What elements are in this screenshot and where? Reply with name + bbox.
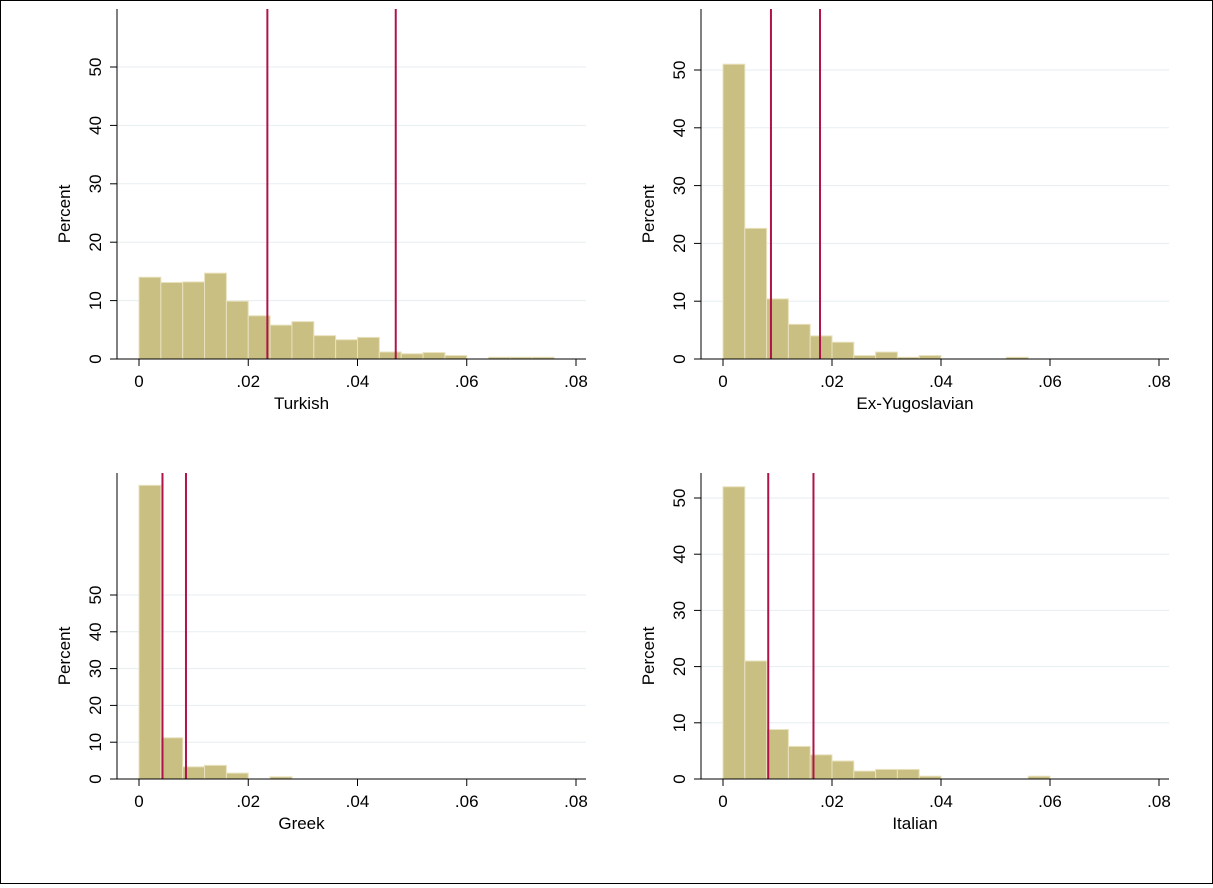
y-tick-label: 50 [670, 489, 689, 508]
histogram-bar [225, 300, 249, 360]
y-tick-label: 0 [670, 354, 689, 363]
histogram-bar [204, 764, 227, 780]
histogram-bar [225, 772, 249, 780]
y-tick-label: 20 [86, 696, 105, 715]
y-tick-label: 10 [670, 713, 689, 732]
x-tick-label: .08 [1147, 372, 1171, 391]
histogram-bar [787, 323, 811, 360]
y-tick-label: 50 [86, 586, 105, 605]
y-tick-label: 40 [670, 545, 689, 564]
x-tick-label: .08 [564, 792, 588, 811]
x-tick-label: .06 [1038, 372, 1062, 391]
histogram-bar [744, 660, 768, 780]
x-tick-label: .02 [820, 372, 844, 391]
x-tick-label: .06 [455, 372, 479, 391]
histogram-bar [896, 768, 920, 780]
y-tick-label: 40 [86, 116, 105, 135]
histogram-bar [853, 770, 877, 780]
x-axis-title: Turkish [274, 394, 329, 413]
y-tick-label: 10 [86, 291, 105, 310]
x-axis-title: Greek [278, 814, 325, 833]
histogram-panel-3: 0 10 20 30 40 50 0 .02 .04 .06 .08 Greek Percent [55, 473, 588, 833]
y-tick-label: 10 [670, 292, 689, 311]
y-tick-label: 20 [670, 234, 689, 253]
y-tick-label: 40 [670, 118, 689, 137]
x-tick-label: .04 [346, 792, 370, 811]
y-tick-label: 20 [670, 657, 689, 676]
y-tick-label: 50 [86, 58, 105, 77]
histogram-bar [853, 355, 877, 360]
histogram-bar [313, 335, 337, 360]
histogram-bar [875, 351, 898, 360]
x-tick-label: .02 [236, 792, 260, 811]
histogram-bar [444, 354, 468, 360]
histogram-panel-2: 0 10 20 30 40 50 0 .02 .04 .06 .08 Ex-Yugoslavian Pe… [639, 9, 1171, 413]
x-tick-label: .06 [455, 792, 479, 811]
x-tick-label: 0 [718, 792, 727, 811]
histogram-bar [182, 281, 206, 360]
y-axis-title: Percent [639, 626, 658, 685]
y-tick-label: 30 [670, 176, 689, 195]
y-tick-label: 30 [86, 659, 105, 678]
histogram-panel-4: 0 10 20 30 40 50 0 .02 .04 .06 .08 Italian Percent [639, 473, 1171, 833]
x-tick-label: .04 [929, 372, 953, 391]
x-tick-label: 0 [134, 792, 143, 811]
histogram-bar [766, 729, 789, 780]
y-axis-title: Percent [55, 626, 74, 685]
histogram-bar [875, 768, 898, 780]
histogram-bar [335, 339, 358, 360]
histogram-bar [787, 745, 811, 780]
x-axis-title: Italian [892, 814, 937, 833]
histogram-bar [422, 352, 446, 360]
histogram-bar [269, 324, 293, 360]
y-axis-title: Percent [55, 184, 74, 243]
x-tick-label: .06 [1038, 792, 1062, 811]
x-tick-label: .02 [820, 792, 844, 811]
histogram-bar [138, 484, 162, 780]
x-tick-label: .02 [236, 372, 260, 391]
x-tick-label: 0 [718, 372, 727, 391]
x-axis-title: Ex-Yugoslavian [856, 394, 973, 413]
x-tick-label: .04 [346, 372, 370, 391]
y-tick-label: 0 [670, 774, 689, 783]
y-tick-label: 40 [86, 622, 105, 641]
y-tick-label: 30 [86, 174, 105, 193]
histogram-bar [378, 351, 402, 360]
y-tick-label: 20 [86, 233, 105, 252]
histogram-bar [722, 486, 746, 780]
y-axis-title: Percent [639, 184, 658, 243]
histogram-panel-1: 0 10 20 30 40 50 0 .02 .04 .06 .08 Turkish Percent [55, 9, 588, 413]
histogram-bar [400, 353, 424, 360]
y-tick-label: 0 [86, 774, 105, 783]
x-tick-label: .04 [929, 792, 953, 811]
histogram-bar [722, 63, 746, 360]
histogram-bar [357, 336, 380, 360]
histogram-bar [831, 760, 855, 780]
y-tick-label: 0 [86, 354, 105, 363]
y-tick-label: 30 [670, 601, 689, 620]
histogram-bar [291, 321, 315, 360]
x-tick-label: 0 [134, 372, 143, 391]
histogram-bar [138, 276, 162, 360]
histogram-bar [204, 272, 227, 360]
histogram-bar [744, 227, 768, 360]
histogram-bar [809, 335, 833, 360]
histogram-bar [160, 737, 184, 780]
histogram-bar [918, 355, 942, 360]
histogram-bar [831, 341, 855, 360]
x-tick-label: .08 [1147, 792, 1171, 811]
y-tick-label: 50 [670, 61, 689, 80]
x-tick-label: .08 [564, 372, 588, 391]
y-tick-label: 10 [86, 733, 105, 752]
histogram-bar [766, 298, 789, 360]
histogram-bar [160, 281, 184, 360]
